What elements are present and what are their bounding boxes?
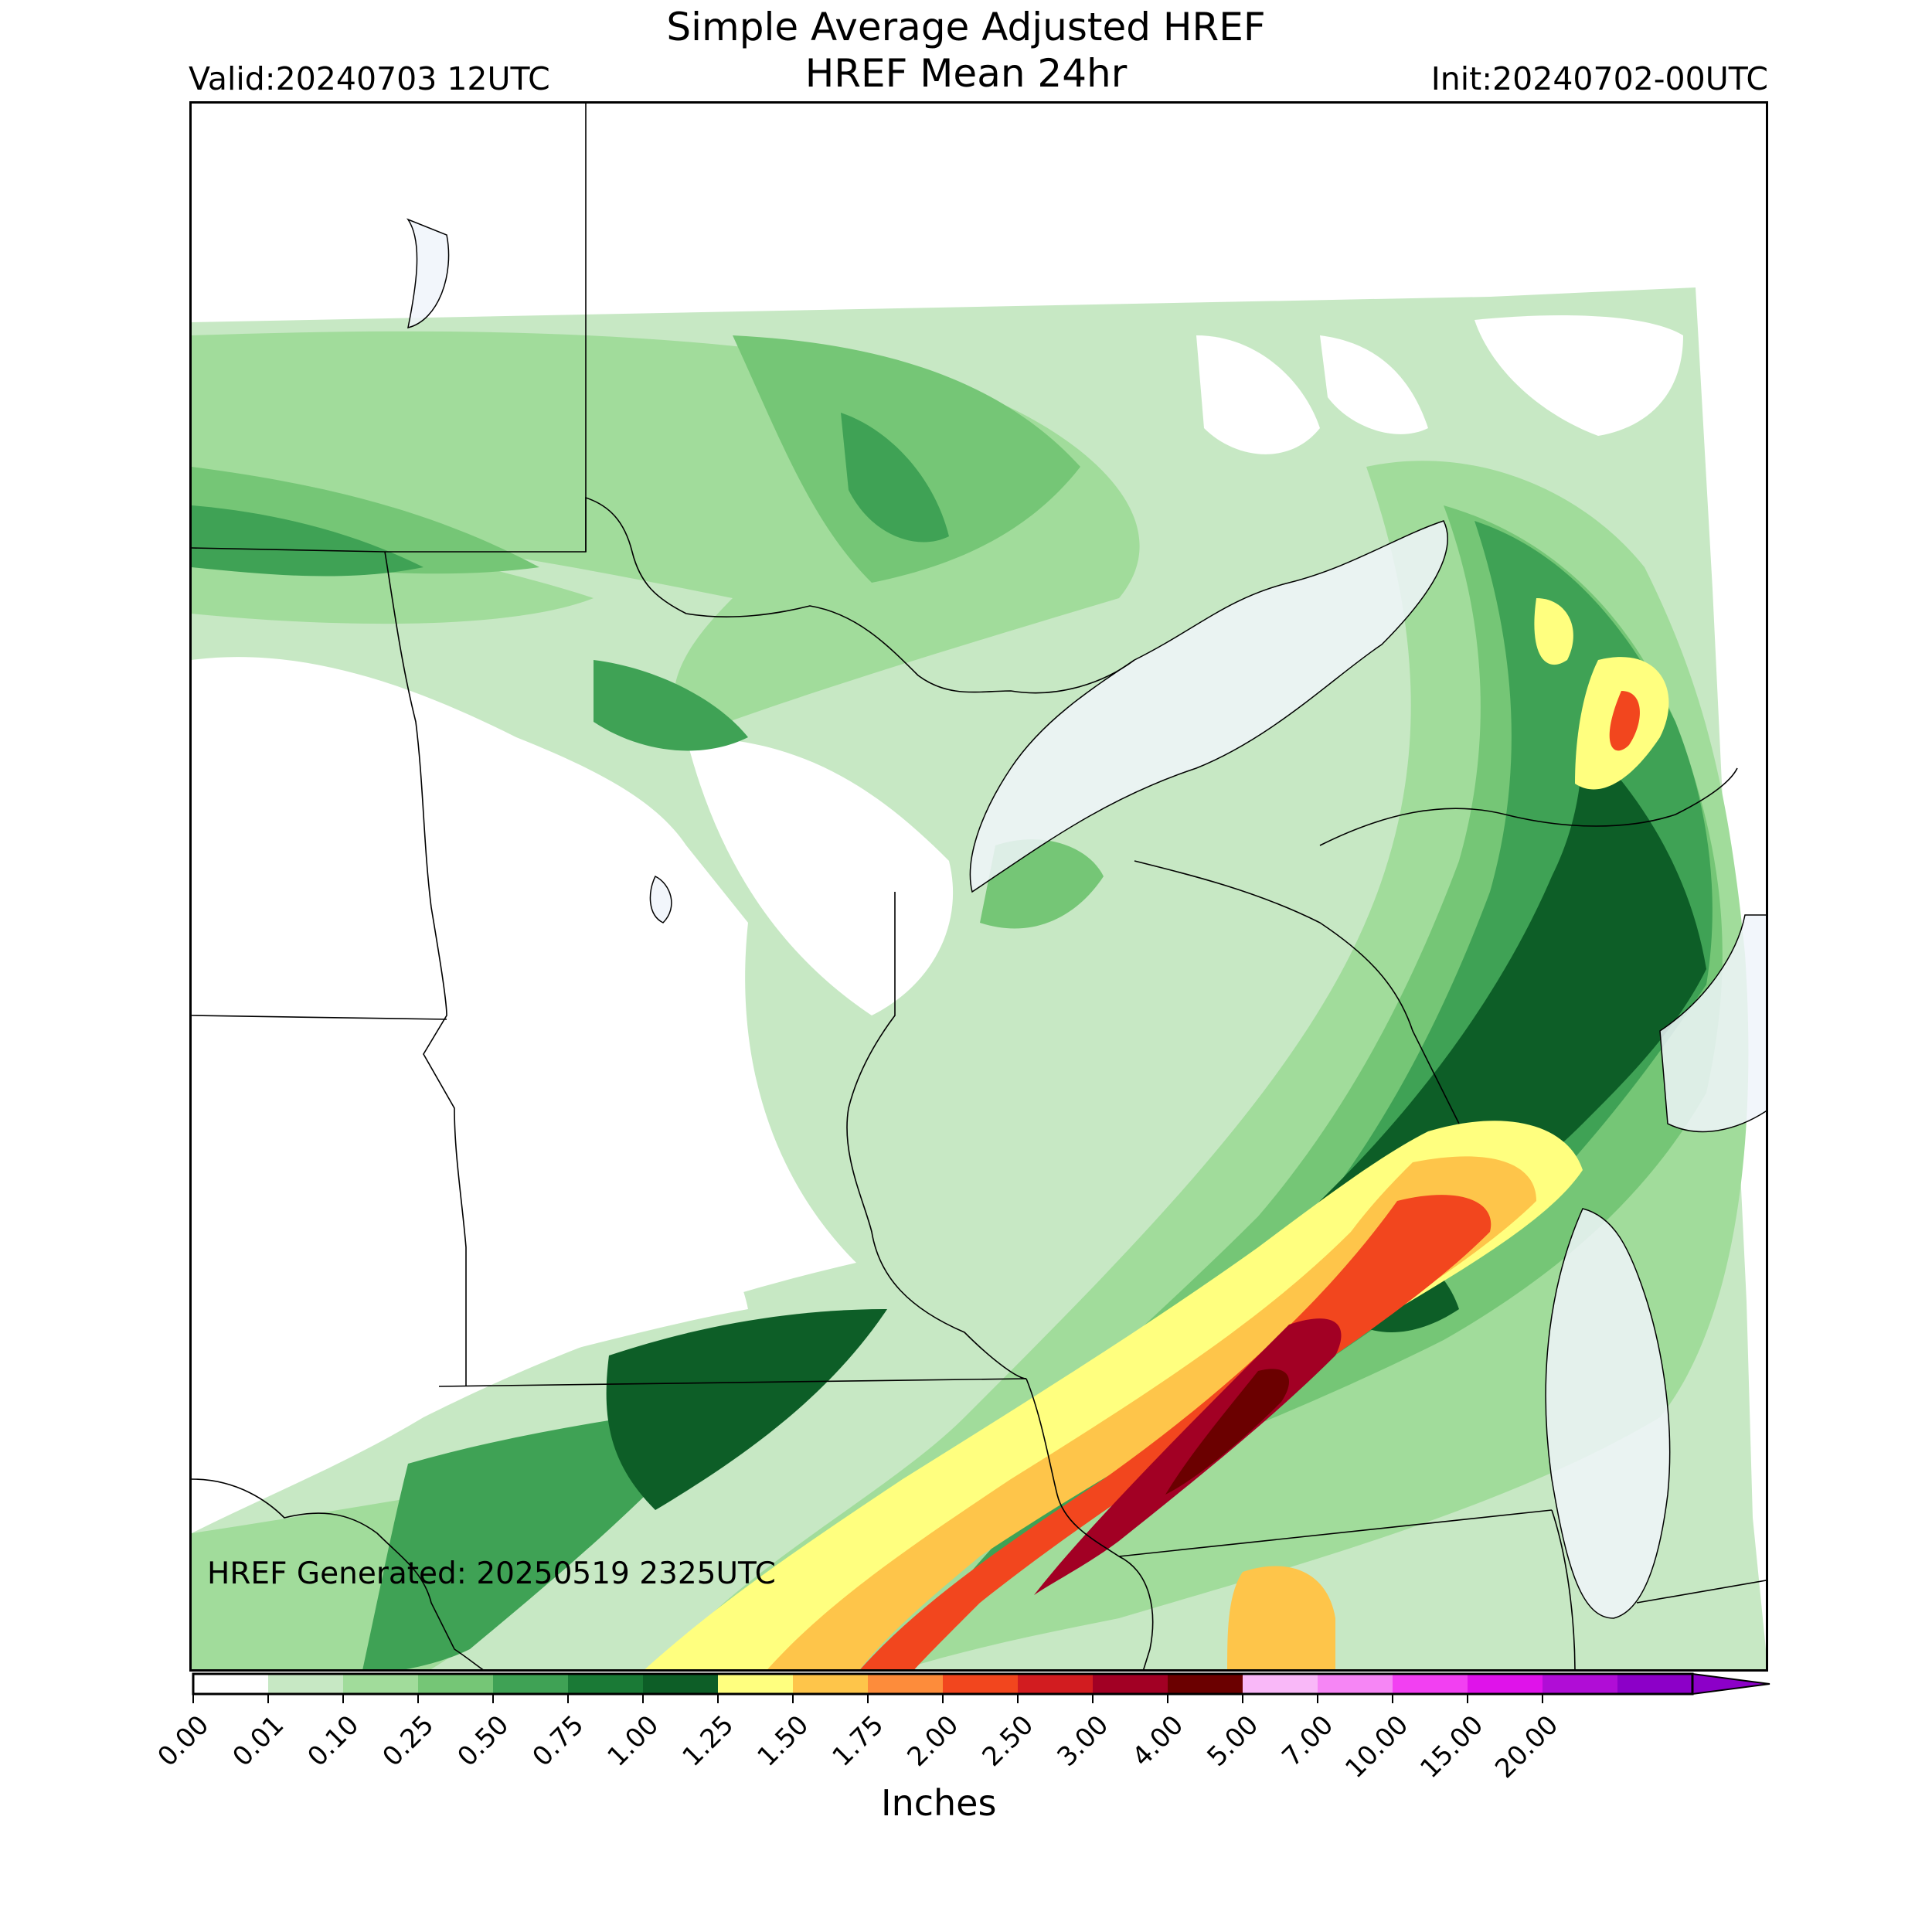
valid-time-label: Valid:20240703 12UTC [189, 60, 550, 97]
colorbar-tick-mark [1542, 1694, 1543, 1703]
init-time-label: Init:20240702-00UTC [1430, 60, 1768, 97]
colorbar-segment [268, 1674, 344, 1694]
colorbar-segment [568, 1674, 644, 1694]
us-canada-border [192, 496, 1135, 694]
colorbar-segment [193, 1674, 269, 1694]
colorbar-segment [343, 1674, 419, 1694]
colorbar-segment [1393, 1674, 1468, 1694]
colorbar-segment [1243, 1674, 1318, 1694]
colorbar-segment [1617, 1674, 1693, 1694]
lake-winnipeg [649, 875, 672, 923]
colorbar-segment [718, 1674, 794, 1694]
colorbar-segment [1018, 1674, 1094, 1694]
precipitation-map: HREF Generated: 20250519 2325UTC [189, 101, 1768, 1672]
map-canvas [192, 104, 1766, 1669]
colorbar-tick-mark [717, 1694, 719, 1703]
colorbar-tick-mark [192, 1694, 194, 1703]
colorbar-label: Inches [881, 1782, 997, 1824]
illinois-wisconsin-border [1118, 1509, 1553, 1557]
colorbar-tick-mark [267, 1694, 269, 1703]
chart-subtitle: HREF Mean 24hr [804, 51, 1128, 96]
lake-michigan [1545, 1208, 1671, 1619]
iowa-illinois-border [1026, 1378, 1154, 1669]
wisconsin-michigan-border [1134, 860, 1460, 1124]
colorbar-extend-arrow [1692, 1672, 1770, 1696]
colorbar-tick-mark [942, 1694, 944, 1703]
colorbar-segment [493, 1674, 569, 1694]
colorbar-segment [1468, 1674, 1543, 1694]
colorbar-tick-mark [492, 1694, 494, 1703]
precip-3-00-inch [1165, 1369, 1289, 1495]
colorbar-tick-mark [1467, 1694, 1468, 1703]
colorbar-tick-mark [1392, 1694, 1393, 1703]
chart-title: Simple Average Adjusted HREF [666, 5, 1266, 49]
minnesota-west-border [384, 551, 467, 1386]
colorbar-tick-mark [1317, 1694, 1318, 1703]
minnesota-iowa-border [438, 1378, 1027, 1387]
colorbar-tick-mark [417, 1694, 419, 1703]
colorbar [192, 1672, 1770, 1696]
illinois-east [1551, 1509, 1576, 1669]
lake-of-the-woods [406, 218, 450, 329]
colorbar-segment [943, 1674, 1019, 1694]
colorbar-tick-mark [642, 1694, 644, 1703]
indiana-border [1636, 1580, 1766, 1604]
minnesota-wisconsin-border [846, 892, 1027, 1379]
colorbar-segment [1543, 1674, 1618, 1694]
colorbar-tick-mark [567, 1694, 569, 1703]
political-borders [192, 104, 1766, 1669]
precip-1-75-inch [860, 691, 1640, 1669]
colorbar-segment [418, 1674, 494, 1694]
colorbar-tick-mark [342, 1694, 344, 1703]
generated-timestamp: HREF Generated: 20250519 2325UTC [207, 1556, 776, 1591]
colorbar-segment [868, 1674, 944, 1694]
colorbar-tick-mark [1092, 1694, 1094, 1703]
iowa-south-border [192, 1478, 484, 1669]
upper-michigan-coast [1319, 767, 1738, 846]
lake-huron [1659, 914, 1766, 1133]
colorbar-segment [1168, 1674, 1243, 1694]
colorbar-segment [1093, 1674, 1168, 1694]
colorbar-tick-mark [1167, 1694, 1168, 1703]
colorbar-tick-mark [1242, 1694, 1243, 1703]
north-south-dakota-border [192, 1015, 447, 1020]
colorbar-tick-mark [867, 1694, 869, 1703]
colorbar-segment [793, 1674, 869, 1694]
lake-superior [969, 520, 1448, 893]
colorbar-tick-mark [1017, 1694, 1019, 1703]
colorbar-tick-mark [792, 1694, 794, 1703]
colorbar-segment [643, 1674, 719, 1694]
colorbar-segment [1318, 1674, 1393, 1694]
great-lakes [406, 218, 1766, 1619]
